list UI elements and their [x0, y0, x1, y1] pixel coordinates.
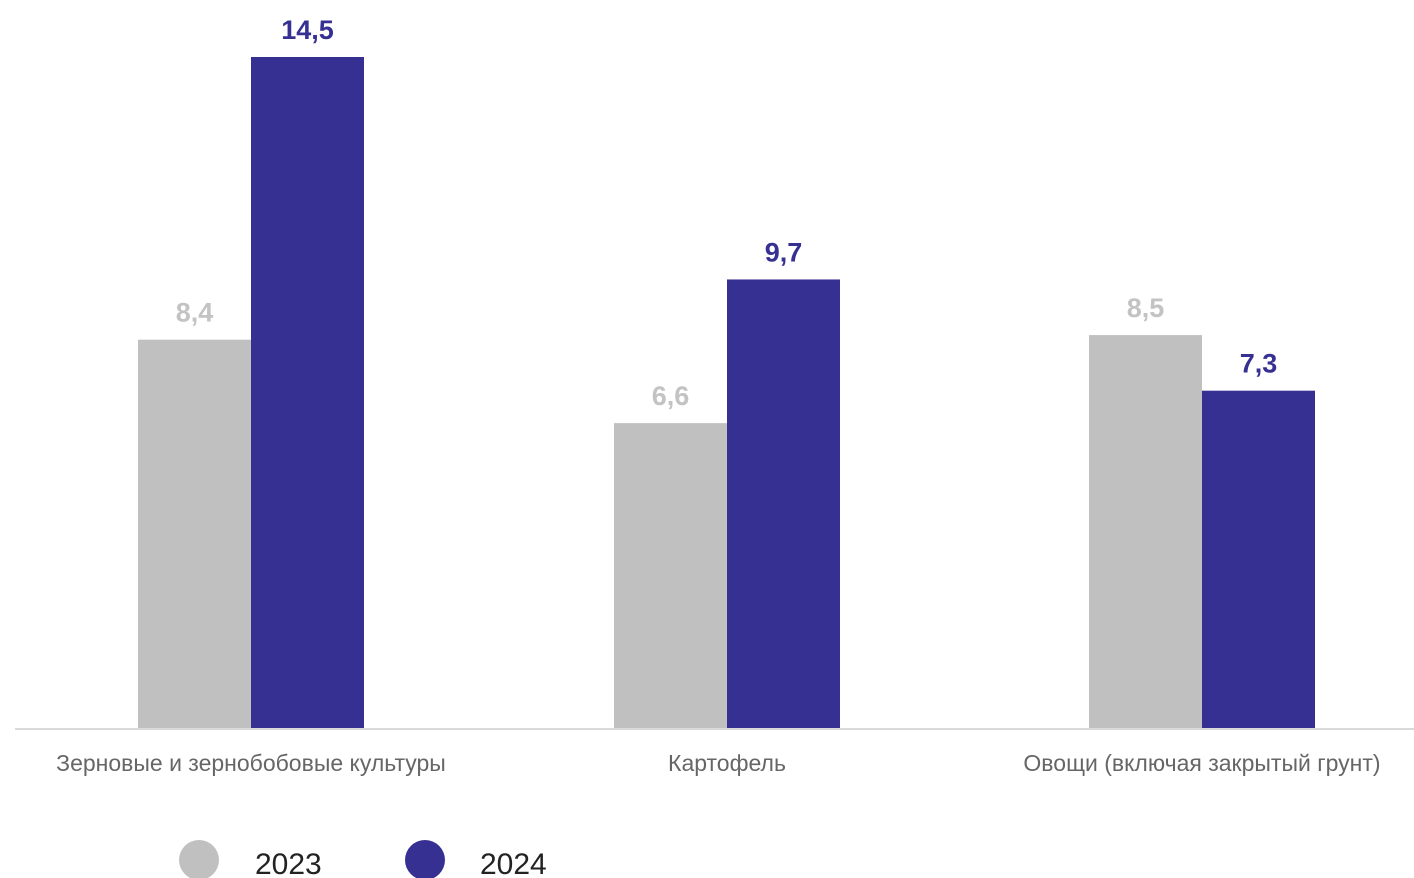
- category-label-2: Овощи (включая закрытый грунт): [1023, 750, 1380, 776]
- legend-marker-2023: [179, 840, 219, 878]
- value-label-2024-2: 7,3: [1240, 349, 1278, 379]
- value-label-2023-2: 8,5: [1127, 293, 1165, 323]
- value-labels-layer: 8,4 14,5 6,6 9,7 8,5 7,3: [176, 15, 1278, 411]
- bar-2023-1: [614, 423, 727, 729]
- bar-2024-0: [251, 57, 364, 729]
- bar-2024-2: [1202, 390, 1315, 729]
- value-label-2023-1: 6,6: [652, 381, 690, 411]
- category-label-0: Зерновые и зернобобовые культуры: [56, 750, 446, 776]
- legend: 2023 2024: [179, 840, 547, 878]
- legend-label-2023: 2023: [255, 848, 322, 878]
- bar-2023-2: [1089, 335, 1202, 729]
- legend-label-2024: 2024: [480, 848, 547, 878]
- bar-2023-0: [138, 339, 251, 729]
- category-labels-layer: Зерновые и зернобобовые культуры Картофе…: [56, 750, 1380, 776]
- bar-2024-1: [727, 279, 840, 729]
- legend-marker-2024: [405, 840, 445, 878]
- value-label-2023-0: 8,4: [176, 298, 214, 328]
- bars-layer: [138, 57, 1315, 729]
- value-label-2024-1: 9,7: [765, 237, 803, 267]
- category-label-1: Картофель: [668, 750, 786, 776]
- value-label-2024-0: 14,5: [281, 15, 334, 45]
